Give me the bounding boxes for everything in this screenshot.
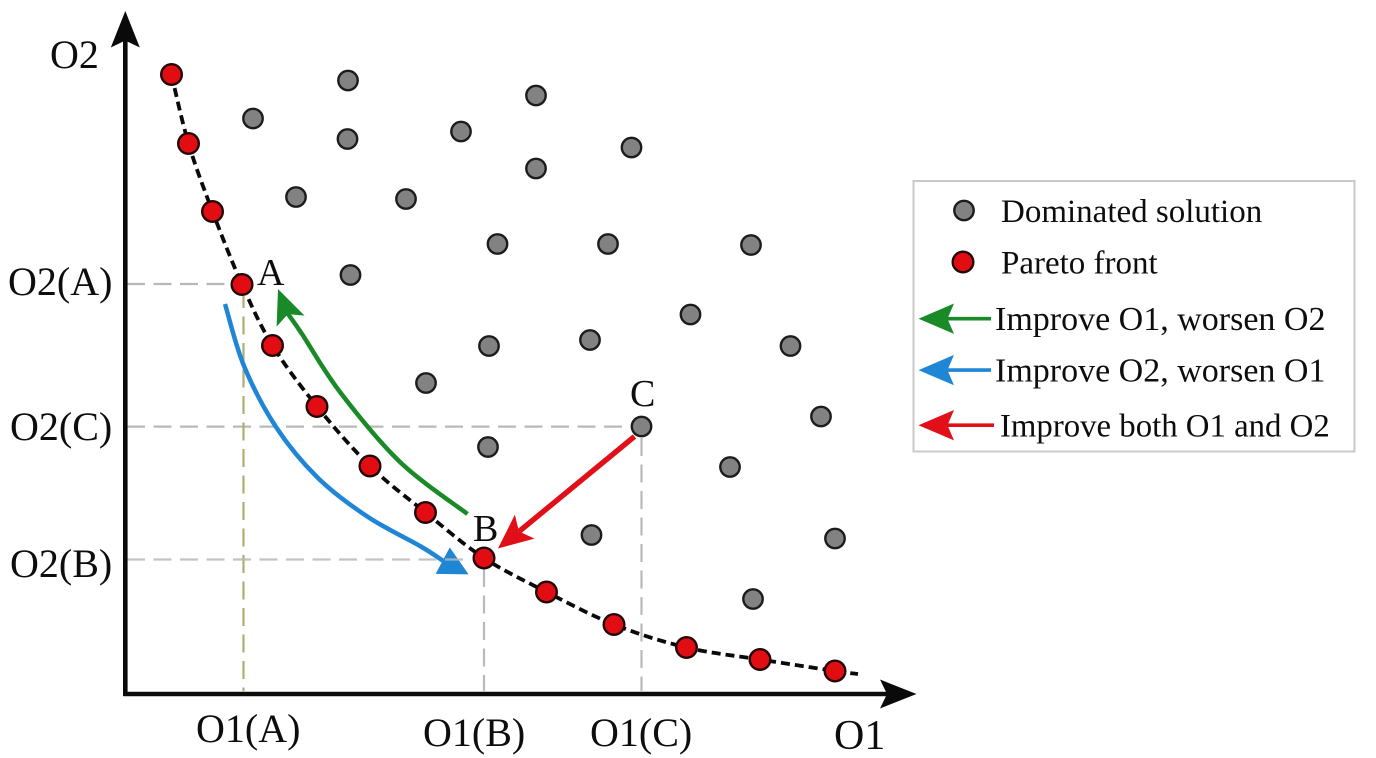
svg-text:A: A	[257, 252, 285, 294]
svg-text:Improve both O1 and O2: Improve both O1 and O2	[1000, 409, 1330, 445]
svg-text:B: B	[473, 508, 498, 550]
svg-text:O2(B): O2(B)	[10, 541, 112, 586]
svg-text:O1(A): O1(A)	[196, 706, 300, 751]
svg-text:Pareto front: Pareto front	[1001, 246, 1158, 282]
svg-text:O2(A): O2(A)	[8, 259, 112, 304]
svg-text:O2(C): O2(C)	[10, 404, 112, 449]
svg-text:Dominated solution: Dominated solution	[1001, 194, 1262, 230]
svg-text:O1(B): O1(B)	[423, 710, 525, 755]
svg-text:Improve O1, worsen O2: Improve O1, worsen O2	[995, 301, 1326, 338]
svg-text:O2: O2	[50, 32, 99, 77]
svg-text:C: C	[630, 373, 655, 415]
svg-text:O1(C): O1(C)	[590, 710, 692, 755]
svg-text:O1: O1	[834, 713, 885, 758]
svg-text:Improve O2, worsen O1: Improve O2, worsen O1	[995, 353, 1326, 390]
